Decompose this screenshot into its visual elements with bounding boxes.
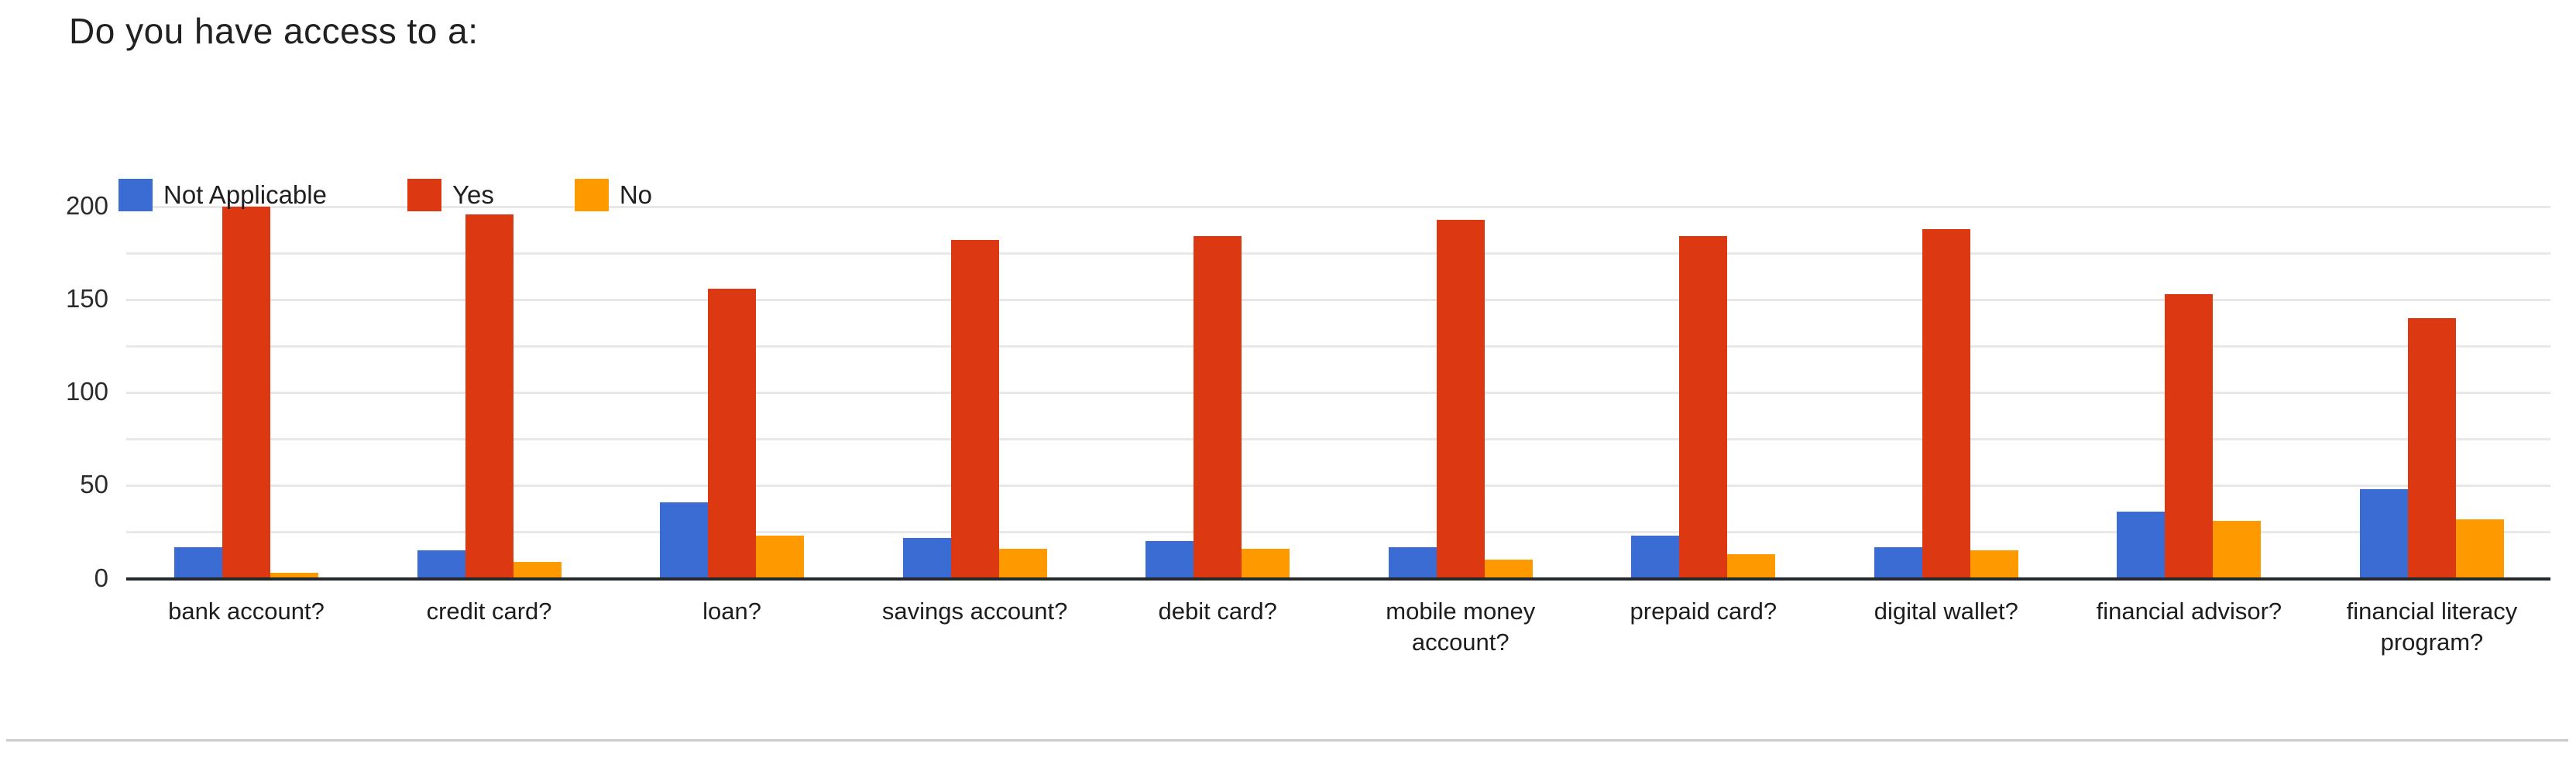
bar-not-applicable[interactable] (660, 502, 709, 579)
bar-no[interactable] (1242, 549, 1290, 579)
legend-swatch-icon (574, 179, 609, 211)
bar-yes[interactable] (950, 240, 999, 579)
bar-no[interactable] (2213, 521, 2262, 579)
card-bottom-divider (6, 739, 2568, 742)
legend-swatch-icon (407, 179, 441, 211)
bar-no[interactable] (270, 573, 318, 579)
legend-swatch-icon (118, 179, 153, 211)
bar-no[interactable] (1727, 554, 1776, 579)
y-axis-tick-label: 200 (65, 191, 108, 220)
y-axis-tick-label: 150 (65, 284, 108, 313)
bar-not-applicable[interactable] (902, 537, 951, 579)
bar-yes[interactable] (2407, 318, 2456, 579)
x-axis-category-label: loan? (702, 598, 762, 625)
bar-yes[interactable] (1922, 228, 1970, 579)
bar-not-applicable[interactable] (2117, 512, 2166, 579)
bar-no[interactable] (1484, 560, 1533, 579)
x-axis-category-label: bank account? (168, 598, 325, 625)
x-axis-category-label: financial advisor? (2096, 598, 2282, 625)
gridline-150 (126, 298, 2550, 301)
gridline-125 (126, 344, 2550, 348)
bar-yes[interactable] (222, 207, 270, 579)
y-axis-tick-label: 50 (80, 470, 108, 499)
gridline-200 (126, 205, 2550, 208)
y-axis-tick-label: 0 (94, 563, 108, 592)
x-axis-baseline (126, 577, 2550, 581)
gridline-50 (126, 484, 2550, 487)
legend-label: Yes (452, 180, 494, 209)
bar-not-applicable[interactable] (1388, 546, 1437, 579)
x-axis-category-label: digital wallet? (1874, 598, 2018, 625)
bar-no[interactable] (998, 549, 1047, 579)
bar-yes[interactable] (1436, 219, 1485, 579)
chart-title: Do you have access to a: (69, 11, 479, 51)
gridline-100 (126, 391, 2550, 394)
x-axis-category-label: financial literacy program? (2346, 598, 2518, 656)
legend-item-yes: Yes (407, 179, 494, 211)
bar-yes[interactable] (465, 214, 513, 579)
legend-item-no: No (574, 179, 653, 211)
bar-not-applicable[interactable] (174, 546, 222, 579)
gridline-175 (126, 252, 2550, 255)
legend-label: Not Applicable (163, 180, 327, 209)
bar-yes[interactable] (2165, 293, 2214, 579)
gridline-25 (126, 530, 2550, 533)
y-axis-tick-label: 100 (65, 377, 108, 406)
bar-no[interactable] (1970, 550, 2018, 579)
bar-yes[interactable] (1679, 236, 1728, 579)
bar-not-applicable[interactable] (1874, 546, 1922, 579)
bar-not-applicable[interactable] (1145, 541, 1194, 579)
bar-yes[interactable] (1194, 236, 1242, 579)
legend-item-not-applicable: Not Applicable (118, 179, 327, 211)
x-axis-category-label: savings account? (881, 598, 1068, 625)
bar-no[interactable] (2455, 519, 2504, 579)
x-axis-category-label: credit card? (426, 598, 552, 625)
bar-not-applicable[interactable] (2359, 489, 2408, 579)
bar-not-applicable[interactable] (1631, 536, 1680, 579)
bar-yes[interactable] (708, 288, 757, 579)
chart-legend: Not Applicable Yes No (118, 179, 733, 211)
x-axis-category-label: prepaid card? (1630, 598, 1777, 625)
gridline-75 (126, 437, 2550, 440)
legend-label: No (619, 180, 653, 209)
x-axis-category-label: mobile money account? (1386, 598, 1536, 656)
bar-no[interactable] (756, 536, 805, 579)
bar-no[interactable] (513, 561, 562, 579)
x-axis-category-label: debit card? (1158, 598, 1277, 625)
bar-not-applicable[interactable] (417, 550, 465, 579)
